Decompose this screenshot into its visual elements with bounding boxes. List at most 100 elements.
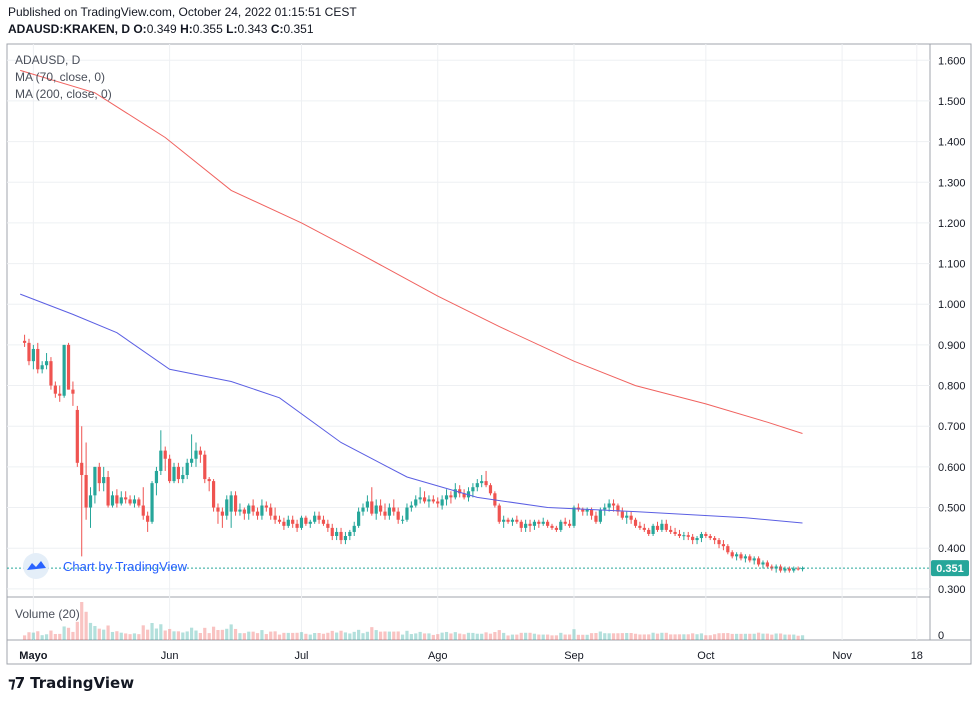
- candle-body: [260, 505, 264, 516]
- candle-body: [190, 458, 194, 463]
- volume-bar: [295, 632, 299, 640]
- volume-bar: [168, 628, 172, 640]
- candle-body: [225, 499, 229, 516]
- volume-bar: [440, 632, 444, 640]
- volume-bars: [22, 602, 805, 640]
- chart-frame: [6, 43, 972, 665]
- time-tick-label: Jun: [161, 650, 179, 662]
- volume-bar: [97, 628, 101, 640]
- candle-body: [273, 515, 277, 520]
- watermark-text[interactable]: Chart by TradingView: [63, 559, 188, 574]
- volume-bar: [589, 633, 594, 640]
- price-tick-label: 0.700: [938, 421, 966, 433]
- volume-bar: [128, 634, 132, 640]
- watermark-logo-bg: [23, 553, 49, 579]
- volume-bar: [528, 632, 532, 640]
- volume-bar: [792, 634, 796, 640]
- volume-bar: [638, 634, 642, 640]
- time-tick-label: 18: [911, 650, 923, 662]
- volume-bar: [260, 630, 264, 640]
- volume-bar: [436, 634, 440, 640]
- last-price-text: 0.351: [936, 563, 964, 575]
- volume-bar: [335, 632, 339, 640]
- candle-body: [493, 493, 497, 506]
- volume-bar: [739, 633, 743, 640]
- candle-body: [75, 409, 79, 463]
- volume-bar: [27, 632, 31, 640]
- candle-body: [572, 507, 576, 526]
- price-tick-label: 0.900: [938, 340, 966, 352]
- volume-bar: [554, 635, 559, 640]
- volume-bar: [392, 631, 396, 640]
- volume-bar: [800, 635, 805, 640]
- candle-body: [414, 499, 418, 506]
- legend-ma200[interactable]: MA (200, close, 0): [15, 87, 112, 101]
- volume-bar: [75, 621, 79, 640]
- volume-bar: [264, 634, 268, 640]
- volume-bar: [682, 634, 686, 640]
- candle-body: [115, 495, 119, 504]
- volume-bar: [475, 633, 479, 640]
- volume-bar: [704, 635, 708, 640]
- volume-bar: [572, 629, 576, 640]
- volume-bar: [765, 633, 769, 640]
- volume-bar: [414, 633, 418, 640]
- volume-bar: [783, 634, 787, 640]
- candle-body: [647, 529, 651, 534]
- volume-bar: [774, 633, 778, 640]
- volume-bar: [172, 631, 176, 640]
- brand-footer[interactable]: ⁊7 TradingView: [8, 674, 134, 692]
- candle-body: [27, 342, 31, 362]
- candle-body: [691, 536, 695, 541]
- candle-body: [422, 497, 427, 502]
- volume-bar: [405, 630, 409, 640]
- volume-bar: [53, 634, 57, 640]
- ohlc-readout: ADAUSD:KRAKEN, D O:0.349 H:0.355 L:0.343…: [8, 22, 314, 36]
- volume-bar: [748, 633, 752, 640]
- volume-bar: [669, 634, 673, 640]
- watermark[interactable]: Chart by TradingView: [23, 553, 188, 579]
- volume-bar: [31, 632, 35, 640]
- volume-bar: [532, 633, 537, 640]
- candle-body: [774, 566, 778, 569]
- candle-body: [717, 540, 721, 545]
- candle-body: [378, 505, 383, 512]
- volume-bar: [348, 633, 352, 640]
- candle-body: [291, 519, 295, 524]
- volume-bar: [361, 633, 365, 640]
- volume-bar: [282, 632, 286, 640]
- volume-bar: [559, 632, 563, 640]
- volume-bar: [510, 634, 515, 640]
- price-tick-label: 0.800: [938, 381, 966, 393]
- time-tick-label: Mayo: [19, 650, 47, 662]
- candle-body: [352, 525, 356, 532]
- candle-body: [655, 525, 660, 530]
- candle-body: [770, 566, 774, 569]
- candle-body: [185, 462, 189, 476]
- candle-body: [295, 523, 299, 528]
- volume-bar: [44, 634, 49, 640]
- candle-body: [282, 521, 286, 526]
- candle-body: [765, 562, 769, 567]
- volume-bar: [730, 633, 734, 640]
- volume-bar: [154, 628, 159, 640]
- volume-bar: [717, 633, 721, 640]
- volume-bar: [378, 631, 383, 640]
- candle-body: [194, 450, 198, 459]
- price-tick-label: 0.300: [938, 584, 966, 596]
- volume-bar: [370, 627, 374, 640]
- volume-bar: [598, 631, 602, 640]
- candle-body: [229, 495, 233, 512]
- legend-volume[interactable]: Volume (20): [15, 607, 80, 621]
- volume-bar: [537, 634, 541, 640]
- price-tick-label: 1.100: [938, 259, 966, 271]
- legend-ma70[interactable]: MA (70, close, 0): [15, 70, 105, 84]
- volume-bar: [453, 632, 457, 640]
- candle-body: [339, 531, 343, 541]
- candle-body: [546, 521, 550, 526]
- candle-body: [124, 497, 128, 500]
- candle-body: [475, 483, 479, 488]
- candle-body: [137, 499, 141, 506]
- candle-body: [449, 495, 453, 498]
